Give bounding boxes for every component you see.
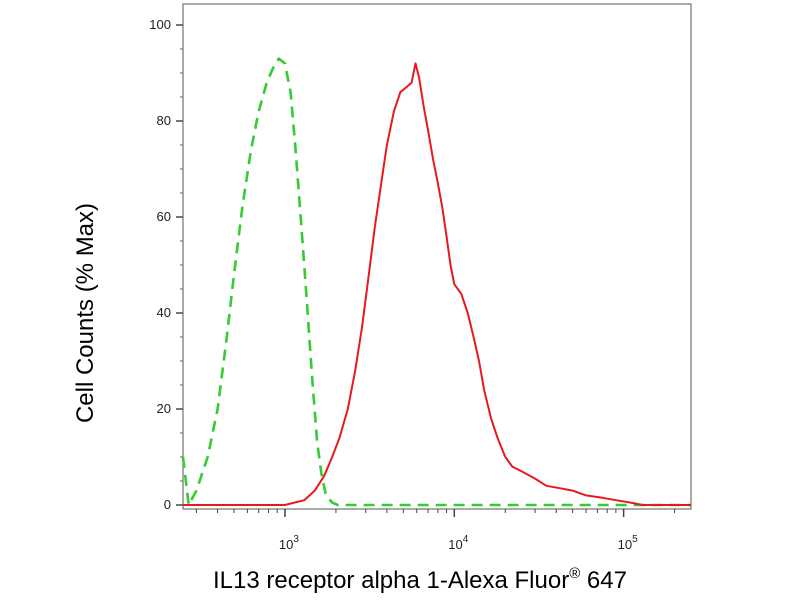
x-tick-label-exponent: 3	[293, 534, 299, 545]
control-histogram-line	[181, 57, 691, 507]
x-tick-label-base: 10	[618, 537, 632, 552]
y-tick-label: 80	[157, 113, 171, 128]
x-tick-label-base: 10	[279, 537, 293, 552]
x-axis-title: IL13 receptor alpha 1-Alexa Fluor® 647	[213, 565, 627, 594]
y-tick-label: 100	[149, 17, 171, 32]
x-tick-label-base: 10	[448, 537, 462, 552]
x-axis-title-superscript: ®	[569, 565, 580, 582]
y-tick-label: 60	[157, 209, 171, 224]
sample-histogram-line	[183, 62, 691, 506]
x-tick-label: 103	[279, 534, 299, 552]
plot-frame	[182, 3, 692, 510]
y-tick-label: 20	[157, 401, 171, 416]
y-axis: 0 20 40 60 80 100	[149, 17, 183, 512]
x-tick-label-exponent: 4	[463, 534, 469, 545]
series-layer	[181, 57, 691, 507]
x-axis-title-suffix: 647	[580, 567, 627, 594]
y-tick-label: 0	[164, 497, 171, 512]
y-tick-label: 40	[157, 305, 171, 320]
y-axis-title: Cell Counts (% Max)	[72, 203, 99, 423]
x-tick-label: 105	[618, 534, 638, 552]
x-tick-label-exponent: 5	[632, 534, 638, 545]
x-axis: 103 104 105	[195, 509, 676, 552]
x-tick-label: 104	[448, 534, 468, 552]
x-axis-title-main: IL13 receptor alpha 1-Alexa Fluor	[213, 567, 569, 594]
